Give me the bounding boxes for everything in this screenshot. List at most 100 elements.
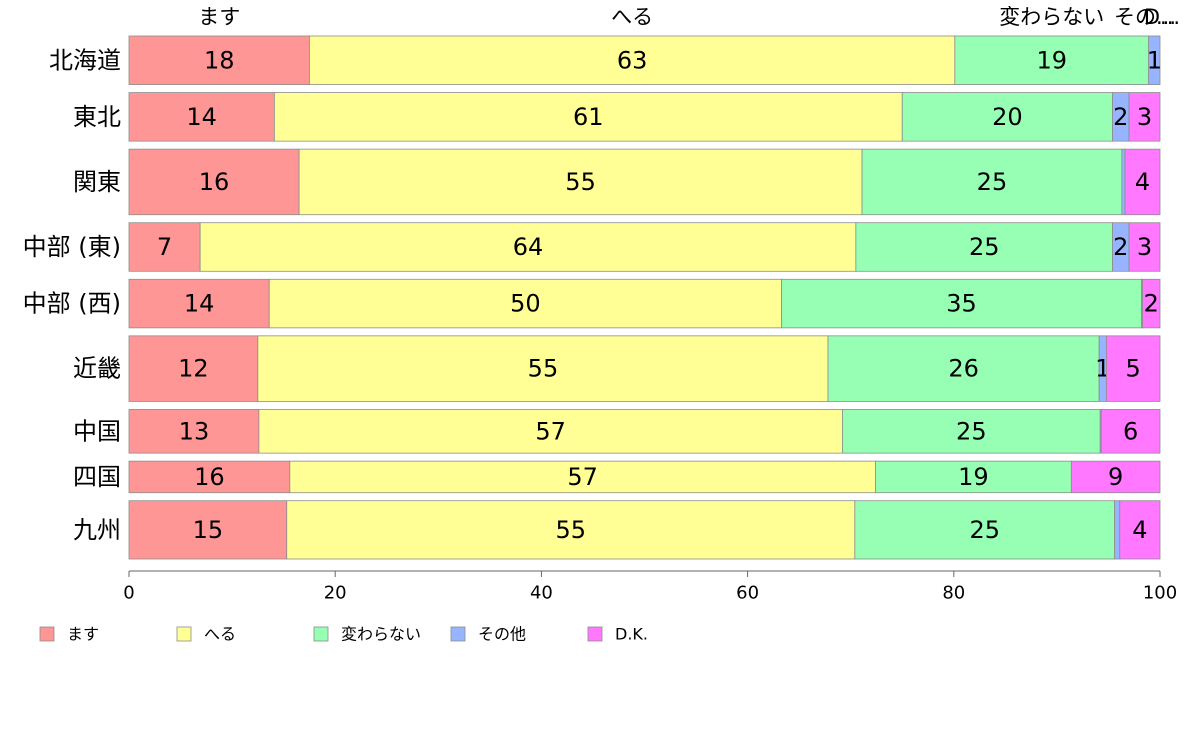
bar-segment xyxy=(901,92,1113,142)
legend-swatch xyxy=(313,626,329,642)
legend-swatch xyxy=(450,626,466,642)
bar-segment xyxy=(1114,500,1121,560)
data-label: 55 xyxy=(528,355,559,383)
data-label: 26 xyxy=(948,355,979,383)
data-label: 55 xyxy=(565,168,596,196)
x-tick-label: 100 xyxy=(1143,583,1177,604)
category-label: 四国 xyxy=(73,463,121,491)
data-label: 16 xyxy=(194,463,225,491)
data-label: 25 xyxy=(969,233,1000,261)
data-label: 55 xyxy=(556,516,587,544)
category-label: 九州 xyxy=(73,516,121,544)
data-label: 14 xyxy=(184,290,215,318)
x-tick-label: 40 xyxy=(530,583,553,604)
data-label: 4 xyxy=(1132,516,1147,544)
bar-segment xyxy=(258,409,843,454)
legend-swatch xyxy=(587,626,603,642)
legend-label: へる xyxy=(204,625,236,644)
bar-segment xyxy=(128,460,291,494)
bar-segment xyxy=(128,335,259,402)
data-label: 50 xyxy=(510,290,541,318)
category-label: 北海道 xyxy=(49,46,121,74)
bar-segment xyxy=(854,500,1116,560)
data-label: 5 xyxy=(1126,355,1141,383)
category-label: 関東 xyxy=(73,168,121,196)
data-label: 25 xyxy=(956,417,987,445)
bar-segment xyxy=(1121,148,1126,216)
data-label: 63 xyxy=(617,46,648,74)
bar-segment xyxy=(827,335,1100,402)
bar-segment xyxy=(1148,35,1161,85)
bar-segment xyxy=(128,500,288,560)
bar-segment xyxy=(861,148,1123,216)
bar-segment xyxy=(309,35,956,85)
bar-segment xyxy=(128,222,201,272)
data-label: 19 xyxy=(1036,46,1067,74)
data-label: 1 xyxy=(1147,46,1162,74)
category-label: 中部 (東) xyxy=(23,233,121,261)
bar-segment xyxy=(257,335,829,402)
data-label: 2 xyxy=(1144,290,1159,318)
data-label: 7 xyxy=(157,233,172,261)
category-label: 東北 xyxy=(73,103,121,131)
bar-segment xyxy=(954,35,1150,85)
data-label: 2 xyxy=(1113,233,1128,261)
x-tick-label: 60 xyxy=(736,583,759,604)
data-label: 61 xyxy=(573,103,604,131)
data-label: 6 xyxy=(1123,417,1138,445)
data-label: 14 xyxy=(186,103,217,131)
bar-segment xyxy=(273,92,903,142)
category-label: 中部 (西) xyxy=(23,290,121,318)
bar-segment xyxy=(128,148,300,216)
data-label: 20 xyxy=(992,103,1023,131)
data-label: 64 xyxy=(513,233,544,261)
data-label: 16 xyxy=(199,168,230,196)
data-label: 35 xyxy=(946,290,977,318)
data-label: 3 xyxy=(1137,233,1152,261)
series-header-label: へる xyxy=(611,5,653,29)
data-label: 57 xyxy=(567,463,598,491)
data-label: 12 xyxy=(178,355,209,383)
bar-segment xyxy=(1128,92,1161,142)
bar-segment xyxy=(268,278,783,329)
legend-label: その他 xyxy=(478,625,526,644)
x-tick-label: 80 xyxy=(942,583,965,604)
series-header-label: D... xyxy=(1144,5,1180,29)
x-tick-label: 20 xyxy=(324,583,347,604)
bar-segment xyxy=(128,278,270,329)
bar-segment xyxy=(1070,460,1161,494)
series-header-label: ます xyxy=(198,5,240,29)
bar-segment xyxy=(128,35,310,85)
x-tick-label: 0 xyxy=(123,583,134,604)
data-label: 2 xyxy=(1113,103,1128,131)
data-label: 3 xyxy=(1137,103,1152,131)
legend-label: ます xyxy=(67,625,99,644)
data-label: 4 xyxy=(1135,168,1150,196)
data-label: 25 xyxy=(969,516,1000,544)
data-label: 57 xyxy=(535,417,566,445)
data-label: 19 xyxy=(958,463,989,491)
bar-segment xyxy=(1142,278,1161,329)
bar-segment xyxy=(1100,409,1161,454)
bar-segment xyxy=(855,222,1113,272)
bar-segment xyxy=(286,500,856,560)
bar-segment xyxy=(128,409,260,454)
data-label: 15 xyxy=(193,516,224,544)
legend-label: 変わらない xyxy=(341,625,421,644)
category-label: 近畿 xyxy=(73,355,121,383)
category-label: 中国 xyxy=(73,417,121,445)
data-label: 13 xyxy=(179,417,210,445)
bar-segment xyxy=(298,148,863,216)
bar-segment xyxy=(1105,335,1161,402)
data-label: 18 xyxy=(204,46,235,74)
bar-segment xyxy=(1124,148,1161,216)
bar-segment xyxy=(1119,500,1161,560)
data-label: 25 xyxy=(977,168,1008,196)
legend-swatch xyxy=(176,626,192,642)
series-header-label: 変わらない xyxy=(999,5,1104,29)
legend-swatch xyxy=(39,626,55,642)
bar-segment xyxy=(781,278,1142,329)
data-label: 9 xyxy=(1108,463,1123,491)
bar-segment xyxy=(1128,222,1161,272)
